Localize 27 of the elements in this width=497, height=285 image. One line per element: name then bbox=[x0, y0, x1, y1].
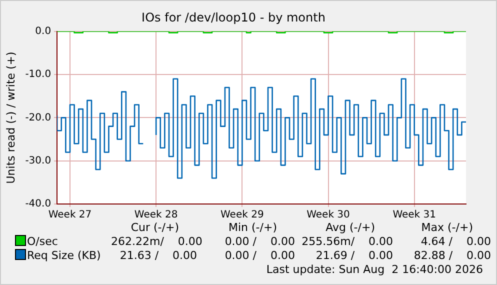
x-tick-label: Week 30 bbox=[306, 210, 350, 221]
text: 0.00 / 0.00 bbox=[224, 235, 295, 248]
y-tick-label: -20.0 bbox=[25, 112, 52, 124]
y-tick-label: -40.0 bbox=[25, 198, 52, 210]
x-tick-label: Week 27 bbox=[48, 210, 92, 221]
x-tick-label: Week 31 bbox=[392, 210, 436, 221]
y-tick-label: -30.0 bbox=[25, 155, 52, 166]
y-tick-label: -10.0 bbox=[25, 69, 52, 80]
legend-label: Req Size (KB) bbox=[27, 249, 102, 263]
text: Avg (-/+) bbox=[324, 221, 375, 235]
text: 255.56m/ 0.00 bbox=[300, 235, 393, 249]
text: Min (-/+) bbox=[228, 221, 277, 235]
text: Cur (-/+) bbox=[130, 221, 179, 235]
text: 0.00 / 0.00 bbox=[224, 249, 295, 263]
text: Last update: Sun Aug 2 16:40:00 2026 bbox=[265, 263, 483, 277]
x-tick-label: Week 29 bbox=[220, 210, 264, 221]
x-tick-label: Week 28 bbox=[134, 210, 178, 221]
chart-title: IOs for /dev/loop10 - by month bbox=[142, 10, 326, 24]
text: 262.22m/ 0.00 bbox=[111, 235, 202, 249]
text: 4.64 / 0.00 bbox=[420, 235, 491, 249]
y-tick-label: 0.0 bbox=[35, 26, 52, 37]
text: Max (-/+) bbox=[420, 221, 473, 235]
y-axis-title: Units read (-) / write (+) bbox=[4, 52, 18, 184]
text: 82.88 / 0.00 bbox=[412, 249, 491, 263]
text: 21.69 / 0.00 bbox=[314, 249, 393, 263]
text: 21.63 / 0.00 bbox=[118, 249, 197, 263]
legend-label: O/sec bbox=[27, 235, 59, 249]
